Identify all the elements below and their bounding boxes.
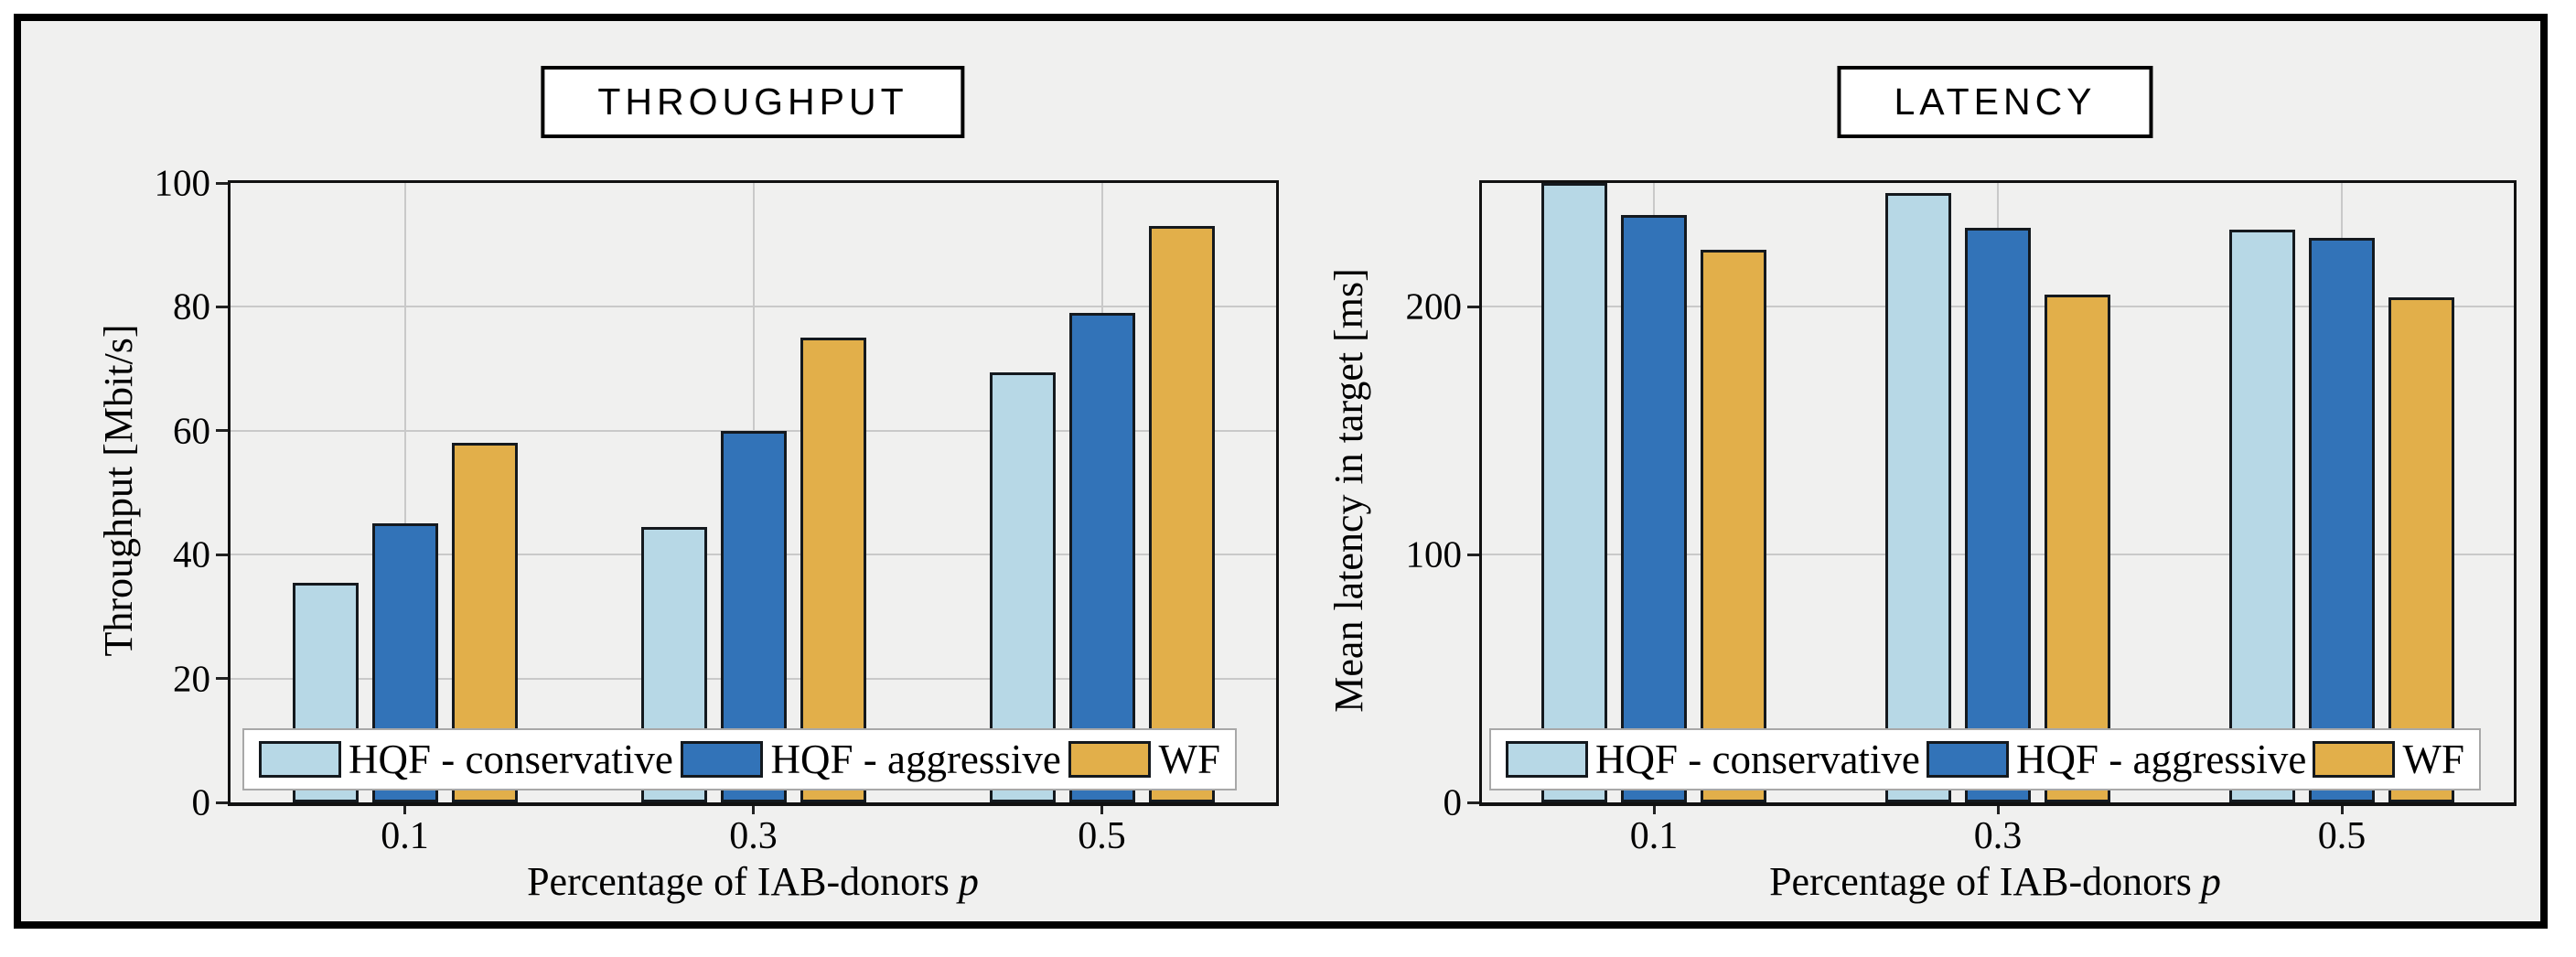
latency-legend-swatch-wf (2313, 741, 2396, 778)
throughput-ytick-mark-0 (216, 801, 228, 804)
throughput-x-axis-title-variable: p (958, 859, 979, 904)
latency-bar-hqf-conservative-0.3 (1885, 192, 1951, 802)
latency-xtick-mark-0.5 (2340, 806, 2344, 814)
latency-xtick-mark-0.3 (1996, 806, 2000, 814)
throughput-ytick-mark-40 (216, 553, 228, 556)
latency-legend-item-hqf-aggressive: HQF - aggressive (1926, 736, 2307, 782)
throughput-legend-swatch-wf (1068, 741, 1152, 778)
latency-legend-label-wf: WF (2402, 736, 2464, 782)
throughput-xtick-label-0.3: 0.3 (729, 815, 778, 857)
throughput-gridline-x-0.1 (403, 183, 406, 802)
throughput-xtick-mark-0.5 (1100, 806, 1103, 814)
throughput-chart-title: THROUGHPUT (541, 66, 965, 138)
throughput-legend-item-hqf-conservative: HQF - conservative (259, 736, 673, 782)
latency-chart-title: LATENCY (1837, 66, 2153, 138)
latency-xtick-label-0.1: 0.1 (1629, 815, 1679, 857)
latency-bar-wf-0.1 (1701, 250, 1766, 802)
latency-legend-item-wf: WF (2313, 736, 2464, 782)
latency-bar-hqf-aggressive-0.5 (2309, 237, 2375, 802)
throughput-ytick-mark-80 (216, 305, 228, 308)
latency-bar-hqf-conservative-0.5 (2229, 230, 2295, 802)
latency-y-axis-title: Mean latency in target [ms] (1326, 268, 1371, 713)
latency-bar-hqf-conservative-0.1 (1541, 183, 1607, 802)
latency-bar-wf-0.5 (2388, 296, 2454, 802)
throughput-legend: HQF - conservative HQF - aggressive WF (242, 728, 1237, 790)
throughput-legend-label-hqf-conservative: HQF - conservative (349, 736, 673, 782)
latency-legend-label-hqf-aggressive: HQF - aggressive (2015, 736, 2307, 782)
throughput-ytick-mark-100 (216, 181, 228, 185)
throughput-legend-label-hqf-aggressive: HQF - aggressive (770, 736, 1061, 782)
throughput-bar-wf-0.5 (1148, 226, 1215, 802)
throughput-bar-hqf-aggressive-0.5 (1068, 313, 1135, 802)
throughput-legend-swatch-hqf-aggressive (681, 741, 764, 778)
latency-xtick-mark-0.1 (1652, 806, 1656, 814)
latency-legend-label-hqf-conservative: HQF - conservative (1595, 736, 1920, 782)
latency-ytick-label-100: 100 (1405, 532, 1463, 575)
throughput-ytick-label-60: 60 (173, 409, 210, 452)
latency-xtick-label-0.3: 0.3 (1973, 815, 2023, 857)
throughput-xtick-mark-0.1 (403, 806, 406, 814)
throughput-plot-area: HQF - conservative HQF - aggressive WF 0 20… (155, 164, 1279, 855)
throughput-ytick-mark-60 (216, 429, 228, 433)
latency-x-axis-title: Percentage of IAB-donors p (1769, 862, 2221, 902)
latency-bar-hqf-aggressive-0.3 (1965, 227, 2031, 802)
throughput-ytick-label-100: 100 (154, 161, 211, 204)
latency-legend-swatch-hqf-conservative (1506, 741, 1588, 778)
latency-legend: HQF - conservative HQF - aggressive WF (1489, 728, 2481, 790)
latency-ytick-mark-200 (1467, 305, 1479, 308)
throughput-xtick-label-0.1: 0.1 (381, 815, 429, 857)
latency-ytick-mark-100 (1467, 553, 1479, 556)
throughput-ytick-label-0: 0 (191, 780, 211, 823)
latency-ytick-label-0: 0 (1443, 780, 1463, 823)
latency-bar-wf-0.3 (2045, 294, 2110, 802)
throughput-xtick-mark-0.3 (752, 806, 755, 814)
throughput-legend-item-hqf-aggressive: HQF - aggressive (681, 736, 1061, 782)
latency-bar-hqf-aggressive-0.1 (1621, 215, 1687, 802)
throughput-y-axis-title: Throughput [Mbit/s] (96, 324, 141, 657)
latency-xtick-label-0.5: 0.5 (2317, 815, 2367, 857)
throughput-legend-swatch-hqf-conservative (259, 741, 341, 778)
throughput-ytick-label-80: 80 (173, 285, 210, 328)
latency-x-axis-title-text: Percentage of IAB-donors (1769, 859, 2192, 904)
throughput-ytick-label-40: 40 (173, 532, 210, 575)
latency-plot-area: HQF - conservative HQF - aggressive WF 0 10… (1406, 180, 2517, 855)
throughput-x-axis-title: Percentage of IAB-donors p (527, 862, 979, 902)
throughput-xtick-label-0.5: 0.5 (1078, 815, 1126, 857)
latency-legend-item-hqf-conservative: HQF - conservative (1506, 736, 1920, 782)
latency-ytick-mark-0 (1467, 801, 1479, 804)
latency-legend-swatch-hqf-aggressive (1926, 741, 2009, 778)
throughput-ytick-mark-20 (216, 677, 228, 681)
throughput-ytick-label-20: 20 (173, 657, 210, 700)
latency-ytick-label-200: 200 (1405, 285, 1463, 328)
latency-x-axis-title-variable: p (2200, 859, 2221, 904)
throughput-legend-item-wf: WF (1068, 736, 1220, 782)
throughput-legend-label-wf: WF (1158, 736, 1220, 782)
throughput-x-axis-title-text: Percentage of IAB-donors (527, 859, 950, 904)
throughput-bar-wf-0.3 (800, 338, 866, 802)
